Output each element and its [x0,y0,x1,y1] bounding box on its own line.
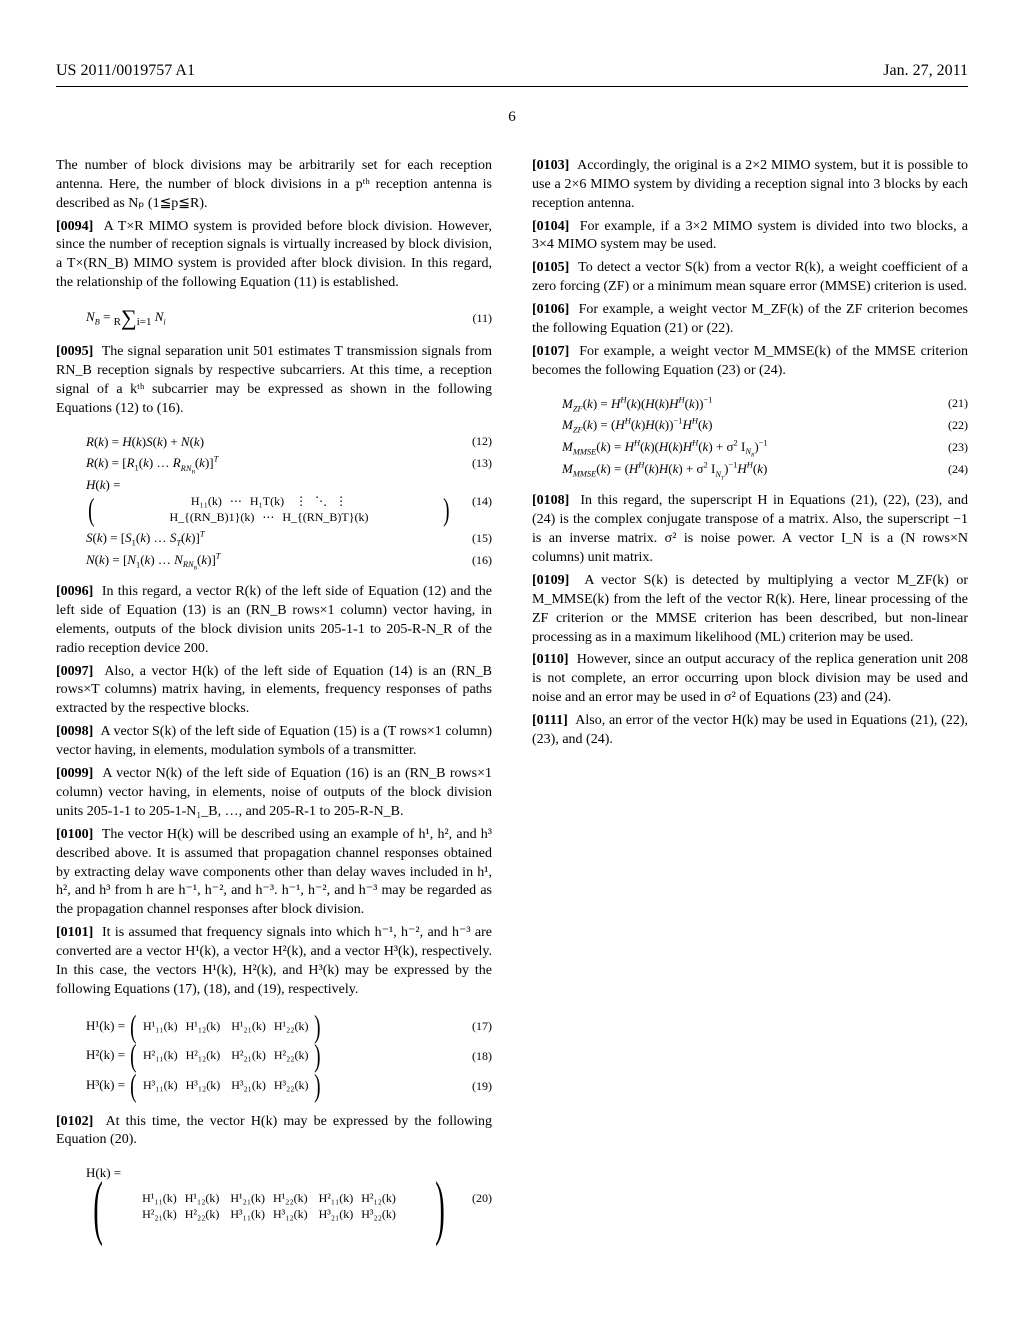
para-0107: [0107] For example, a weight vector M_MM… [532,343,968,381]
para-num: [0100] [56,827,93,842]
eq-num: (14) [452,493,492,509]
para-text: In this regard, a vector R(k) of the lef… [56,584,492,656]
para-num: [0106] [532,302,569,317]
eq-num: (19) [452,1078,492,1094]
para-text: For example, a weight vector M_MMSE(k) o… [532,344,968,378]
eq-num: (22) [928,417,968,433]
para-num: [0094] [56,219,93,234]
page-header: US 2011/0019757 A1 Jan. 27, 2011 [56,60,968,82]
para-text: A T×R MIMO system is provided before blo… [56,219,492,291]
header-rule [56,86,968,87]
eq-num: (20) [452,1190,492,1206]
eq-body: H¹(k) = ( H¹₁₁(k)H¹₁₂(k) H¹₂₁(k)H¹₂₂(k) … [86,1014,323,1040]
para-num: [0107] [532,344,569,359]
para-0099: [0099] A vector N(k) of the left side of… [56,765,492,822]
eq-body: MZF(k) = HH(k)(H(k)HH(k))−1 [562,395,712,413]
para-num: [0104] [532,219,569,234]
eq-body: MZF(k) = (HH(k)H(k))−1HH(k) [562,416,712,434]
eq-num: (11) [452,310,492,326]
pub-number: US 2011/0019757 A1 [56,60,195,82]
para-0096: [0096] In this regard, a vector R(k) of … [56,583,492,659]
eq-body: S(k) = [S1(k) … ST(k)]T [86,529,205,547]
para-num: [0102] [56,1114,93,1129]
para-0103: [0103] Accordingly, the original is a 2×… [532,157,968,214]
equation-11: NB = R∑i=1 Ni (11) [86,307,492,329]
para-text: For example, a weight vector M_ZF(k) of … [532,302,968,336]
para-0101: [0101] It is assumed that frequency sign… [56,924,492,1000]
eq-body: R(k) = [R1(k) … RRNB(k)]T [86,454,218,472]
para-0098: [0098] A vector S(k) of the left side of… [56,723,492,761]
eq-body: MMMSE(k) = HH(k)(H(k)HH(k) + σ2 INR)−1 [562,438,768,456]
eq-body: R(k) = H(k)S(k) + N(k) [86,433,204,451]
para-text: To detect a vector S(k) from a vector R(… [532,260,968,294]
para-text: The signal separation unit 501 estimates… [56,344,492,416]
para-text: At this time, the vector H(k) may be exp… [56,1114,492,1148]
para-0095: [0095] The signal separation unit 501 es… [56,343,492,419]
para-text: The vector H(k) will be described using … [56,827,492,918]
para-0094: [0094] A T×R MIMO system is provided bef… [56,218,492,294]
eq-num: (18) [452,1048,492,1064]
para-num: [0097] [56,664,93,679]
para-text: A vector S(k) of the left side of Equati… [56,724,492,758]
equation-12-16: R(k) = H(k)S(k) + N(k) (12) R(k) = [R1(k)… [86,433,492,569]
para-text: A vector N(k) of the left side of Equati… [56,766,492,819]
para-0106: [0106] For example, a weight vector M_ZF… [532,301,968,339]
eq-body: NB = R∑i=1 Ni [86,307,166,329]
para-0109: [0109] A vector S(k) is detected by mult… [532,572,968,648]
para-num: [0098] [56,724,93,739]
para-0110: [0110] However, since an output accuracy… [532,651,968,708]
para-num: [0101] [56,925,93,940]
eq-num: (12) [452,433,492,449]
eq-num: (13) [452,455,492,471]
para-0097: [0097] Also, a vector H(k) of the left s… [56,663,492,720]
equation-17-19: H¹(k) = ( H¹₁₁(k)H¹₁₂(k) H¹₂₁(k)H¹₂₂(k) … [86,1014,492,1099]
eq-body: H³(k) = ( H³₁₁(k)H³₁₂(k) H³₂₁(k)H³₂₂(k) … [86,1073,323,1099]
para-num: [0110] [532,652,569,667]
para-num: [0105] [532,260,569,275]
para-0104: [0104] For example, if a 3×2 MIMO system… [532,218,968,256]
para-text: For example, if a 3×2 MIMO system is div… [532,219,968,253]
para-text: In this regard, the superscript H in Equ… [532,493,968,565]
eq-body: H²(k) = ( H²₁₁(k)H²₁₂(k) H²₂₁(k)H²₂₂(k) … [86,1043,323,1069]
para-0100: [0100] The vector H(k) will be described… [56,826,492,920]
para-num: [0096] [56,584,93,599]
para-text: Accordingly, the original is a 2×2 MIMO … [532,158,968,211]
para-num: [0109] [532,573,569,588]
para-0105: [0105] To detect a vector S(k) from a ve… [532,259,968,297]
pub-date: Jan. 27, 2011 [883,60,968,82]
eq-body: H(k) = ( H₁₁(k)⋯H₁T(k) ⋮⋱⋮ H_{(RN_B)1}(k… [86,476,452,525]
para-0108: [0108] In this regard, the superscript H… [532,492,968,568]
para-num: [0108] [532,493,569,508]
eq-body: N(k) = [N1(k) … NRNB(k)]T [86,551,220,569]
para-text: Also, an error of the vector H(k) may be… [532,713,968,747]
eq-body: H(k) = ( H¹₁₁(k)H¹₁₂(k) H¹₂₁(k)H¹₂₂(k) H… [86,1164,452,1232]
para-text: A vector S(k) is detected by multiplying… [532,573,968,645]
eq-num: (24) [928,461,968,477]
eq-num: (23) [928,439,968,455]
para-num: [0111] [532,713,568,728]
para-text: It is assumed that frequency signals int… [56,925,492,997]
equation-20: H(k) = ( H¹₁₁(k)H¹₁₂(k) H¹₂₁(k)H¹₂₂(k) H… [86,1164,492,1232]
para-num: [0095] [56,344,93,359]
eq-num: (15) [452,530,492,546]
eq-num: (21) [928,395,968,411]
equation-21-24: MZF(k) = HH(k)(H(k)HH(k))−1 (21) MZF(k) =… [562,395,968,479]
para-0102: [0102] At this time, the vector H(k) may… [56,1113,492,1151]
eq-num: (17) [452,1018,492,1034]
para-num: [0099] [56,766,93,781]
para-num: [0103] [532,158,569,173]
content-columns: The number of block divisions may be arb… [56,157,968,1277]
para-0111: [0111] Also, an error of the vector H(k)… [532,712,968,750]
para-text: However, since an output accuracy of the… [532,652,968,705]
page-number: 6 [56,107,968,127]
para-text: Also, a vector H(k) of the left side of … [56,664,492,717]
eq-num: (16) [452,552,492,568]
eq-body: MMMSE(k) = (HH(k)H(k) + σ2 INT)−1HH(k) [562,460,767,478]
para-cont: The number of block divisions may be arb… [56,157,492,214]
